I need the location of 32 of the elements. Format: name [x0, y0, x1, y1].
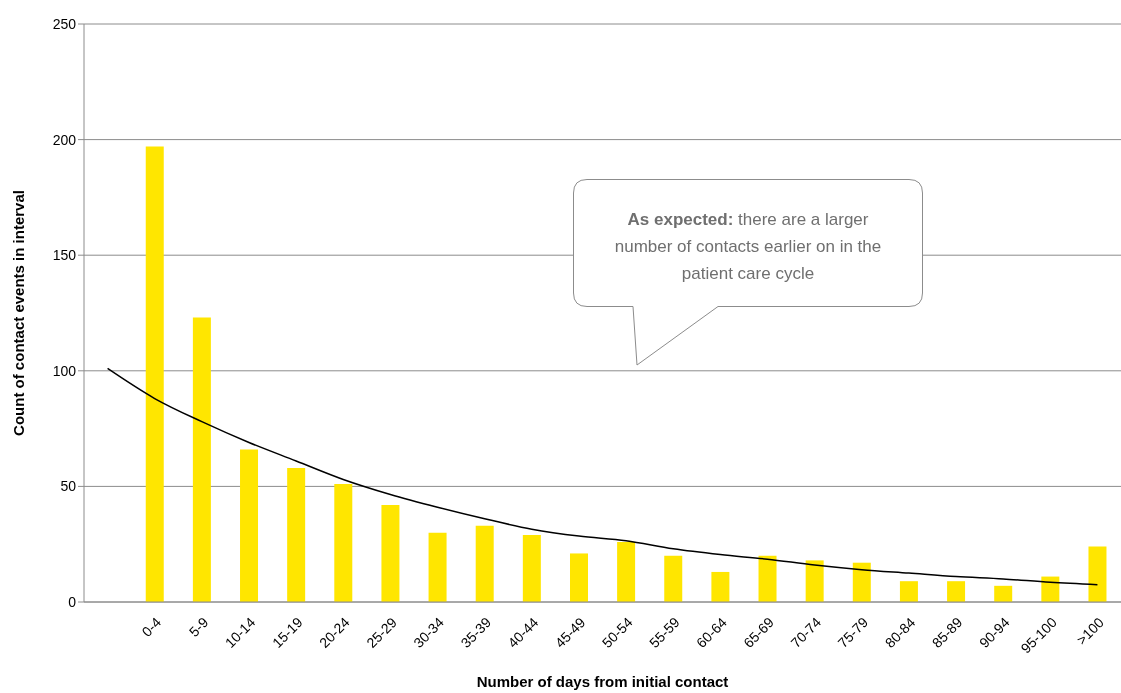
bar	[240, 449, 259, 602]
bar	[758, 555, 777, 602]
y-tick-label: 100	[52, 362, 77, 379]
bar	[805, 560, 824, 602]
line-series	[106, 367, 1099, 586]
annotation: As expected: there are a larger number of contacts earlier on in the patient care cycle	[613, 209, 883, 285]
y-tick-label: 50	[60, 478, 77, 495]
bar	[475, 525, 494, 602]
bar	[994, 585, 1013, 602]
bar	[852, 562, 871, 602]
bar	[145, 146, 164, 602]
x-tick-label: 0-4	[138, 614, 165, 640]
bar	[899, 581, 918, 602]
bar	[522, 534, 541, 602]
x-axis-title: Number of days from initial contact	[475, 673, 730, 691]
bar	[711, 571, 730, 602]
y-tick-label: 250	[52, 15, 77, 32]
bar	[287, 467, 306, 602]
bar	[569, 553, 588, 602]
bar	[1088, 546, 1107, 602]
y-tick-label: 150	[52, 247, 77, 264]
bar	[192, 317, 211, 602]
bar	[428, 532, 447, 602]
bar	[381, 504, 400, 602]
y-axis-title: Count of contact events in interval	[9, 189, 28, 438]
y-tick-label: 200	[52, 131, 77, 148]
y-tick-label: 0	[68, 593, 77, 610]
x-tick-label: 5-9	[185, 614, 212, 640]
bar	[334, 484, 353, 602]
bar	[947, 581, 966, 602]
bar	[617, 541, 636, 602]
bar	[664, 555, 683, 602]
